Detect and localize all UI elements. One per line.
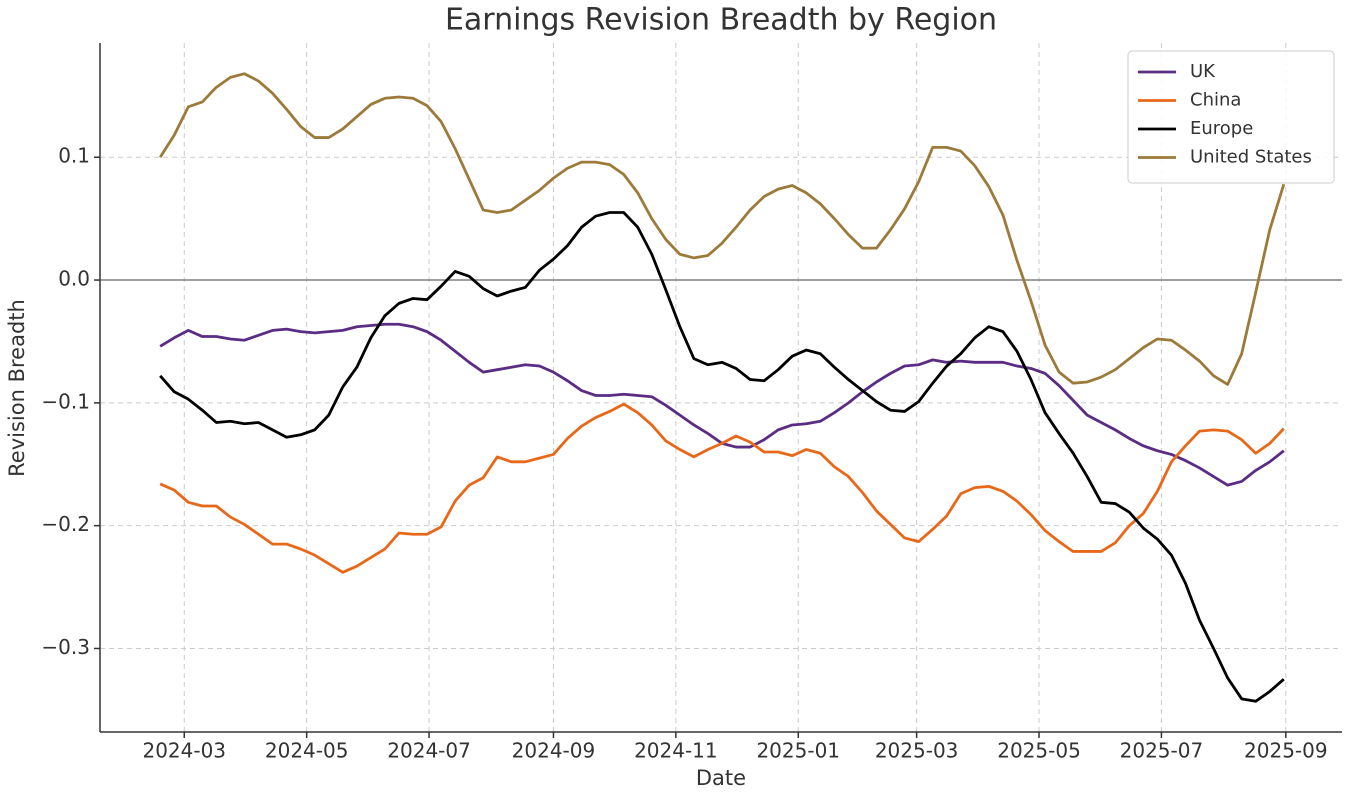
y-tick-label: 0.0 — [58, 267, 90, 291]
legend: UK China Europe United States — [1127, 50, 1335, 184]
x-tick-label: 2025-03 — [875, 739, 959, 763]
x-tick-label: 2024-03 — [142, 739, 226, 763]
legend-box — [1127, 50, 1335, 184]
x-tick-label: 2025-05 — [997, 739, 1081, 763]
x-tick-label: 2025-09 — [1244, 739, 1328, 763]
x-axis-label: Date — [696, 766, 746, 790]
legend-label: UK — [1190, 61, 1216, 82]
series-line — [159, 211, 1285, 703]
legend-label: China — [1190, 90, 1241, 111]
legend-label: Europe — [1190, 118, 1253, 139]
y-tick-label: 0.1 — [58, 144, 90, 168]
series-line — [159, 72, 1286, 386]
y-tick-label: −0.3 — [41, 635, 90, 659]
series-line — [159, 402, 1285, 574]
x-tick-label: 2024-11 — [634, 739, 718, 763]
x-tick-label: 2025-01 — [756, 739, 840, 763]
x-tick-label: 2025-07 — [1120, 739, 1204, 763]
y-axis-label: Revision Breadth — [5, 299, 29, 477]
x-tick-label: 2024-05 — [265, 739, 349, 763]
y-tick-label: −0.2 — [41, 512, 90, 536]
x-tick-label: 2024-09 — [512, 739, 596, 763]
legend-label: United States — [1190, 147, 1312, 168]
chart-title: Earnings Revision Breadth by Region — [445, 3, 997, 38]
y-tick-label: −0.1 — [41, 389, 90, 413]
x-tick-label: 2024-07 — [387, 739, 471, 763]
series-line — [159, 322, 1285, 487]
